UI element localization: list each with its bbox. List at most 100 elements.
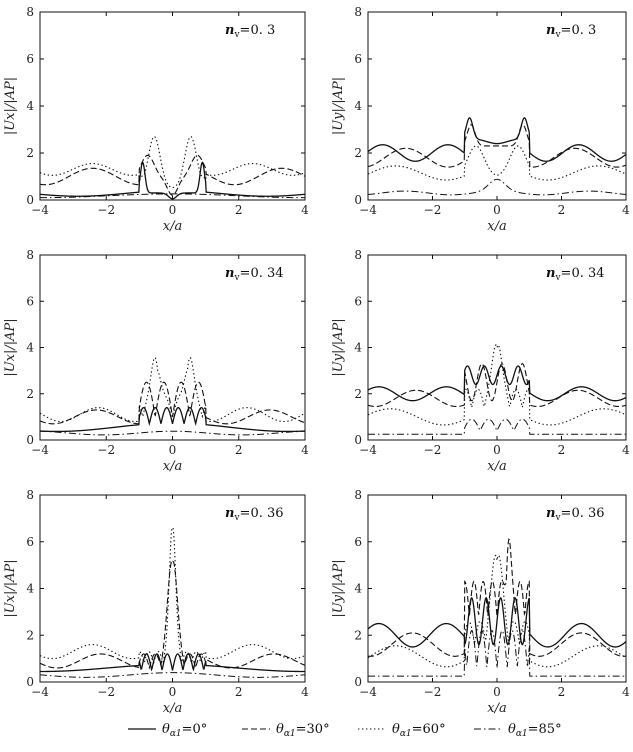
p5-series-dotted [40, 527, 305, 665]
p6-xtick-label: −4 [359, 685, 377, 699]
p1-ytick-label: 4 [26, 99, 34, 113]
p2-ytick-label: 8 [354, 5, 362, 19]
p5-ytick-label: 6 [26, 535, 34, 549]
p4-ytick-label: 6 [354, 294, 362, 308]
p5-ytick-label: 0 [26, 675, 34, 689]
p1-xtick-label: 4 [301, 203, 309, 217]
p2-ytick-label: 6 [354, 52, 362, 66]
p1-series-dashdot [40, 193, 305, 199]
panel-p6: −4 −2 0 2 4 0 2 4 6 8 x/a |Uy|/|AP| nv=0. 36 [331, 488, 630, 716]
p2-series-dashed [368, 124, 626, 168]
p6-series-dashdot [368, 629, 626, 677]
p3-ytick-label: 0 [26, 433, 34, 447]
p3-ytick-label: 4 [26, 341, 34, 355]
legend-label-dashdot: θα1=85° [508, 722, 562, 739]
p3-series-solid [40, 406, 305, 433]
p3-ylabel: |Ux|/|AP| [3, 318, 18, 376]
p1-xtick-label: 0 [169, 203, 177, 217]
p6-ytick-label: 0 [354, 675, 362, 689]
p5-xlabel: x/a [163, 701, 182, 716]
p1-xtick-label: −2 [97, 203, 115, 217]
p4-xtick-label: −4 [359, 443, 377, 457]
p2-series-dotted [368, 145, 626, 181]
p3-series-dashdot [40, 430, 305, 436]
p6-ytick-label: 2 [354, 628, 362, 642]
p6-frame [367, 494, 627, 683]
p6-ylabel: |Uy|/|AP| [331, 559, 346, 617]
p4-ytick-label: 2 [354, 387, 362, 401]
p2-ylabel: |Uy|/|AP| [331, 77, 346, 135]
panel-p3: −4 −2 0 2 4 0 2 4 6 8 x/a |Ux|/|AP| nv=0. 34 [3, 248, 309, 474]
p2-nv-label: nv=0. 3 [546, 23, 596, 40]
p6-nv-label: nv=0. 36 [546, 506, 605, 523]
p4-series-dashed [368, 363, 626, 408]
p6-xtick-label: 4 [622, 685, 630, 699]
p6-ytick-label: 8 [354, 488, 362, 502]
p4-series-dashdot [368, 418, 626, 435]
p3-series-dashed [40, 381, 305, 425]
p4-xtick-label: 0 [493, 443, 501, 457]
p3-xtick-label: −2 [97, 443, 115, 457]
p1-ytick-label: 6 [26, 52, 34, 66]
p6-xtick-label: −2 [424, 685, 442, 699]
p2-xtick-label: 0 [493, 203, 501, 217]
p3-xtick-label: 4 [301, 443, 309, 457]
p1-ytick-label: 2 [26, 146, 34, 160]
legend-label-solid: θα1=0° [162, 722, 207, 739]
p1-series-solid [40, 161, 305, 200]
p5-xtick-label: 4 [301, 685, 309, 699]
p6-series-dashed [368, 538, 626, 657]
p6-series-dotted [368, 554, 626, 668]
p1-xtick-label: −4 [31, 203, 49, 217]
panel-p2: −4 −2 0 2 4 0 2 4 6 8 x/a |Uy|/|AP| nv=0. 3 [331, 5, 630, 234]
p1-nv-label: nv=0. 3 [225, 23, 275, 40]
p4-series-dotted [368, 344, 626, 426]
legend-entry-solid: θα1=0° [128, 722, 207, 739]
p4-nv-label: nv=0. 34 [546, 266, 605, 283]
p4-ylabel: |Uy|/|AP| [331, 318, 346, 376]
p5-ytick-label: 2 [26, 628, 34, 642]
legend-entry-dashdot: θα1=85° [474, 722, 562, 739]
p4-ytick-label: 8 [354, 248, 362, 262]
p4-xtick-label: 2 [558, 443, 566, 457]
p2-xlabel: x/a [487, 219, 506, 234]
legend-entry-dashed: θα1=30° [242, 722, 330, 739]
panel-p5: −4 −2 0 2 4 0 2 4 6 8 x/a |Ux|/|AP| nv=0. 36 [3, 488, 309, 716]
p1-series-dashed [40, 154, 305, 196]
p2-ytick-label: 2 [354, 146, 362, 160]
p2-xtick-label: 4 [622, 203, 630, 217]
p4-xtick-label: −2 [424, 443, 442, 457]
panel-p1: −4 −2 0 2 4 0 2 4 6 8 x/a |Ux|/|AP| nv=0. 3 [3, 5, 309, 234]
p4-ytick-label: 4 [354, 341, 362, 355]
p3-xtick-label: −4 [31, 443, 49, 457]
p1-ytick-label: 8 [26, 5, 34, 19]
p4-xtick-label: 4 [622, 443, 630, 457]
p5-series-dashed [40, 560, 305, 670]
p6-series-solid [368, 596, 626, 648]
p5-series-dashdot [40, 672, 305, 678]
p6-xtick-label: 0 [493, 685, 501, 699]
p5-xtick-label: 0 [169, 685, 177, 699]
p2-ytick-label: 4 [354, 99, 362, 113]
legend-entry-dotted: θα1=60° [358, 722, 446, 739]
p3-xtick-label: 0 [169, 443, 177, 457]
p3-series-dotted [40, 356, 305, 423]
p6-ytick-label: 6 [354, 535, 362, 549]
p5-ylabel: |Ux|/|AP| [3, 559, 18, 617]
p5-xtick-label: −4 [31, 685, 49, 699]
p1-frame [39, 11, 306, 201]
legend: θα1=0° θα1=30° θα1=60° θα1=85° [128, 722, 562, 739]
p6-xtick-label: 2 [558, 685, 566, 699]
p4-ytick-label: 0 [354, 433, 362, 447]
p5-frame [39, 494, 306, 683]
p4-series-solid [368, 365, 626, 402]
p5-ytick-label: 4 [26, 582, 34, 596]
p3-ytick-label: 6 [26, 294, 34, 308]
p2-series-solid [368, 117, 626, 162]
p1-ytick-label: 0 [26, 193, 34, 207]
p2-xtick-label: −2 [424, 203, 442, 217]
p1-series-dotted [40, 135, 305, 189]
p3-nv-label: nv=0. 34 [225, 266, 284, 283]
p2-xtick-label: −4 [359, 203, 377, 217]
